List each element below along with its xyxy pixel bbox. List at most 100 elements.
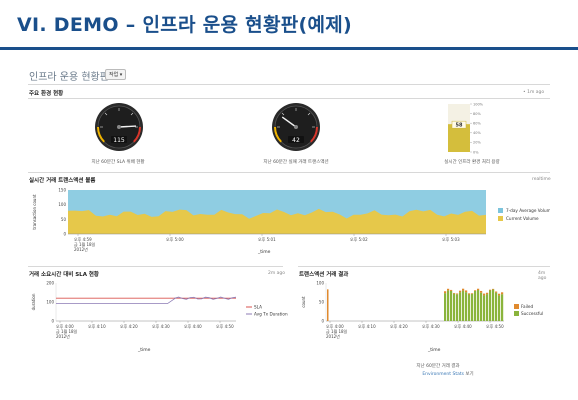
capacity-fill (448, 124, 470, 152)
kpi-divider (28, 98, 550, 99)
sla-divider-top (28, 266, 283, 267)
tx-failed-bar (492, 288, 495, 290)
sla-ytick: 100 (46, 300, 54, 305)
sla-ylabel: duration (31, 293, 36, 310)
tx-failed-bar (453, 292, 456, 294)
sla-xtick: 오후 4:30 (152, 323, 170, 329)
sla-date-line: 2012년 (56, 333, 70, 339)
tx-success-bar (483, 295, 486, 321)
tx-success-bar (489, 290, 492, 321)
failed-tx-gauge: 42 (272, 103, 320, 151)
kpi-panel-title: 주요 환경 현황 (29, 91, 64, 97)
tx-xtick: 오후 4:10 (358, 323, 376, 329)
tx-failed-bar (501, 292, 504, 295)
tx-legend-swatch (514, 311, 519, 316)
tx-ytick: 50 (319, 300, 325, 305)
tx-failed-bar (483, 293, 486, 296)
volume-divider-top (28, 172, 550, 173)
capacity-tick-label: 40% (473, 131, 481, 135)
dashboard-screenshot: 인프라 운용 현황판 작업 ▾ 주요 환경 현황 • 1m ago 115 지난… (28, 60, 551, 398)
tx-success-bar (492, 289, 495, 321)
tx-success-bar (465, 292, 468, 321)
tx-success-bar (468, 294, 471, 321)
sla-ytick: 0 (51, 319, 54, 324)
volume-date-line: 금 1월 18일 (74, 241, 96, 247)
sla-gauge-value: 115 (113, 137, 125, 144)
tx-legend-label: Successful (521, 311, 543, 316)
tx-failed-bar (456, 293, 459, 295)
sla-date-line: 금 1월 18일 (56, 328, 78, 334)
edit-menu-button[interactable]: 작업 ▾ (105, 69, 127, 80)
failed-tx-gauge-needle (281, 116, 297, 128)
volume-xtick: 오후 5:01 (258, 236, 276, 242)
tx-panel-title: 트랜스액션 거래 결과 (299, 272, 349, 278)
tx-footer-suffix: 보기 (465, 372, 474, 377)
tx-footer-link-row: Environment Stats 보기 (398, 371, 498, 377)
capacity-tick-label: 0% (473, 150, 479, 154)
tx-failed-bar (489, 289, 492, 291)
tx-xtick: 오후 4:50 (486, 323, 504, 329)
avg-duration-series-line (56, 296, 237, 304)
tx-success-bar (459, 292, 462, 321)
tx-xlabel: _time (428, 348, 441, 353)
capacity-tick-label: 100% (473, 102, 484, 106)
volume-ytick: 150 (58, 188, 66, 193)
tx-success-bar (453, 293, 456, 321)
volume-xlabel: _time (258, 250, 271, 255)
tx-divider-top (298, 266, 550, 267)
tx-failed-bar (465, 290, 468, 293)
sla-xlabel: _time (138, 348, 151, 353)
tx-success-bar (447, 290, 450, 321)
tx-failed-bar (471, 293, 474, 294)
tx-failed-bar (480, 290, 483, 293)
sla-legend-label: Avg Tx Duration (254, 312, 288, 317)
volume-ytick: 50 (61, 217, 67, 222)
tx-ylabel: count (301, 296, 306, 308)
sla-xtick: 오후 4:50 (216, 323, 234, 329)
tx-success-bar (477, 290, 480, 321)
slide-title: VI. DEMO – 인프라 운용 현황판(예제) (17, 14, 353, 36)
sla-legend-label: SLA (254, 305, 262, 310)
kpi-updated: • 1m ago (523, 90, 545, 95)
tx-date-line: 금 1월 18일 (326, 328, 348, 334)
tx-failed-bar (498, 293, 501, 296)
tx-success-bar (501, 294, 504, 321)
capacity-tick-label: 60% (473, 122, 481, 126)
volume-chart: 150 100 50 0 transaction count 오후 4:59 오후 5:00… (32, 188, 550, 253)
capacity-tick-label: 20% (473, 141, 481, 145)
volume-legend-label: 7-day Average Volume (506, 208, 550, 213)
volume-xtick: 오후 5:00 (166, 236, 184, 242)
tx-ytick: 0 (321, 319, 324, 324)
volume-xtick: 오후 5:02 (350, 236, 368, 242)
tx-failed-bar (474, 290, 477, 291)
sla-chart: 200 100 0 duration 오후 4:00 오후 4:10 오후 4:20 오후 4… (31, 281, 288, 340)
sla-violation-gauge: 115 (95, 103, 143, 151)
tx-success-bar (480, 292, 483, 321)
sla-updated: 2m ago (268, 271, 286, 276)
capacity-bar-gauge: 58 100% 80% 60% 40% 20% 0% (448, 102, 484, 154)
tx-xtick: 오후 4:00 (326, 323, 344, 329)
sla-gauge-needle (118, 125, 137, 128)
tx-footer: 지난 60분간 거래 결과 (416, 364, 460, 369)
environment-stats-link[interactable]: Environment Stats (422, 372, 464, 377)
volume-ytick: 100 (58, 202, 66, 207)
sla-xtick: 오후 4:10 (88, 323, 106, 329)
tx-failed-bar (459, 290, 462, 293)
sla-xtick: 오후 4:20 (120, 323, 138, 329)
volume-xtick: 오후 4:59 (74, 236, 92, 242)
volume-xtick: 오후 5:03 (442, 236, 460, 242)
sla-panel-title: 거래 소요시간 대비 SLA 현황 (29, 272, 99, 278)
title-divider (0, 47, 578, 50)
sla-gauge-caption: 지난 60분간 SLA 위배 현황 (91, 160, 145, 165)
sla-xtick: 오후 4:00 (56, 323, 74, 329)
capacity-value: 58 (456, 123, 463, 129)
dashboard-title: 인프라 운용 현황판 (29, 72, 109, 83)
tx-success-bar (471, 293, 474, 321)
tx-success-bar (444, 293, 447, 321)
volume-ytick: 0 (63, 232, 66, 237)
tx-failed-bar (486, 292, 489, 295)
volume-legend-swatch (498, 208, 503, 213)
failed-tx-gauge-caption: 지난 60분간 실패 거래 트랜스액션 (263, 160, 329, 165)
header-divider (28, 84, 550, 85)
tx-success-bar (474, 290, 477, 321)
